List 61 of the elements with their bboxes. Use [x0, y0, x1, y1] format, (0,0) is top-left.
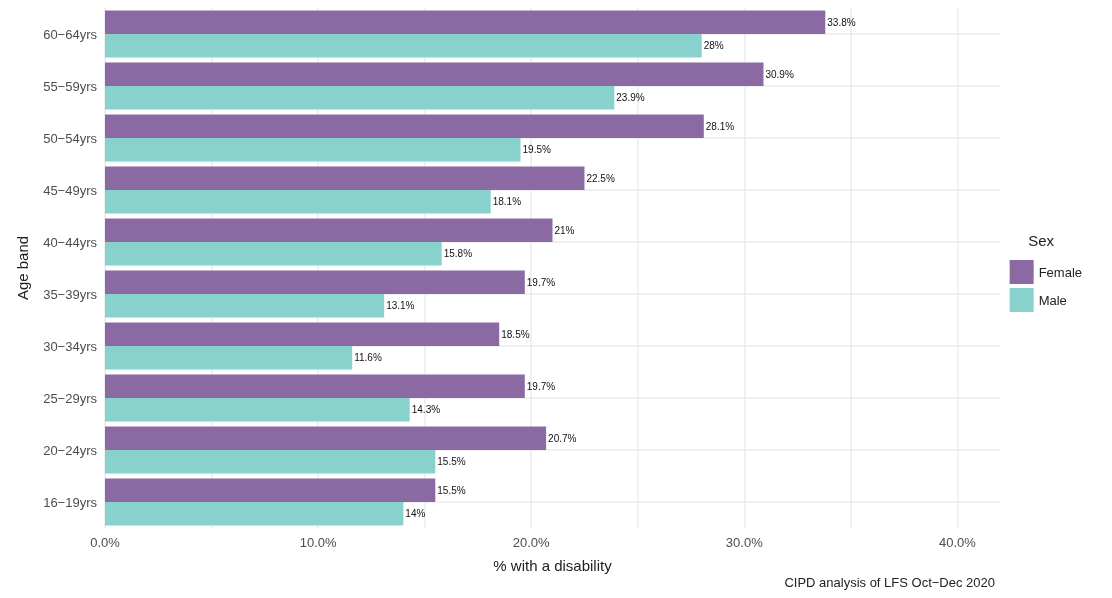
- x-tick-label: 40.0%: [938, 535, 977, 550]
- data-label: 14%: [405, 508, 426, 520]
- data-label: 19.7%: [526, 276, 556, 288]
- y-tick-label: 25−29yrs: [43, 390, 98, 406]
- x-axis-title: % with a disability: [493, 557, 613, 574]
- bar: [105, 398, 410, 422]
- bar: [105, 450, 436, 474]
- bar: [105, 190, 491, 214]
- data-label: 18.1%: [492, 196, 522, 208]
- data-label: 15.5%: [437, 484, 466, 496]
- bar: [105, 218, 553, 242]
- bar: [105, 346, 353, 370]
- y-tick-label: 16−19yrs: [43, 494, 98, 510]
- bar: [105, 166, 585, 190]
- data-label: 11.6%: [354, 352, 382, 364]
- bar: [105, 322, 500, 346]
- data-label: 14.3%: [411, 404, 441, 416]
- bar: [105, 478, 436, 502]
- legend-label: Male: [1038, 292, 1067, 308]
- bar: [105, 242, 442, 266]
- data-label: 21%: [554, 224, 575, 236]
- x-tick-label: 10.0%: [299, 535, 337, 550]
- bar: [105, 270, 525, 294]
- data-label: 19.5%: [522, 144, 551, 156]
- bar: [105, 374, 525, 398]
- legend-title: Sex: [1028, 232, 1055, 249]
- bar: [105, 426, 547, 450]
- bar: [105, 502, 404, 526]
- data-label: 18.5%: [501, 328, 530, 340]
- bar: [105, 34, 702, 58]
- data-label: 15.8%: [443, 248, 473, 260]
- data-label: 19.7%: [526, 380, 556, 392]
- data-label: 33.8%: [827, 16, 856, 28]
- text: CIPD analysis of LFS Oct−Dec 2020: [784, 575, 995, 590]
- y-tick-label: 20−24yrs: [43, 442, 98, 458]
- data-label: 13.1%: [386, 300, 415, 312]
- data-label: 28.1%: [705, 120, 735, 132]
- x-tick-label: 0.0%: [90, 535, 121, 550]
- bar: [105, 10, 826, 34]
- x-tick-label: 30.0%: [725, 535, 764, 550]
- data-label: 22.5%: [586, 172, 615, 184]
- data-label: 20.7%: [548, 432, 577, 444]
- y-tick-label: 30−34yrs: [43, 338, 98, 354]
- bar: [105, 62, 764, 86]
- y-tick-label: 60−64yrs: [43, 26, 98, 42]
- y-tick-label: 45−49yrs: [43, 182, 98, 198]
- bar: [105, 114, 704, 138]
- bar: [105, 86, 615, 110]
- bar: [105, 294, 385, 318]
- bar: [105, 138, 521, 162]
- y-tick-label: 40−44yrs: [43, 234, 98, 250]
- legend-label: Female: [1038, 264, 1083, 280]
- data-label: 30.9%: [765, 68, 794, 80]
- y-tick-label: 35−39yrs: [43, 286, 98, 302]
- x-tick-label: 20.0%: [512, 535, 551, 550]
- y-tick-label: 55−59yrs: [43, 78, 98, 94]
- data-label: 15.5%: [437, 456, 466, 468]
- data-label: 23.9%: [616, 92, 645, 104]
- data-label: 28%: [703, 40, 724, 52]
- y-axis-title: Age band: [14, 235, 31, 301]
- y-tick-label: 50−54yrs: [43, 130, 98, 146]
